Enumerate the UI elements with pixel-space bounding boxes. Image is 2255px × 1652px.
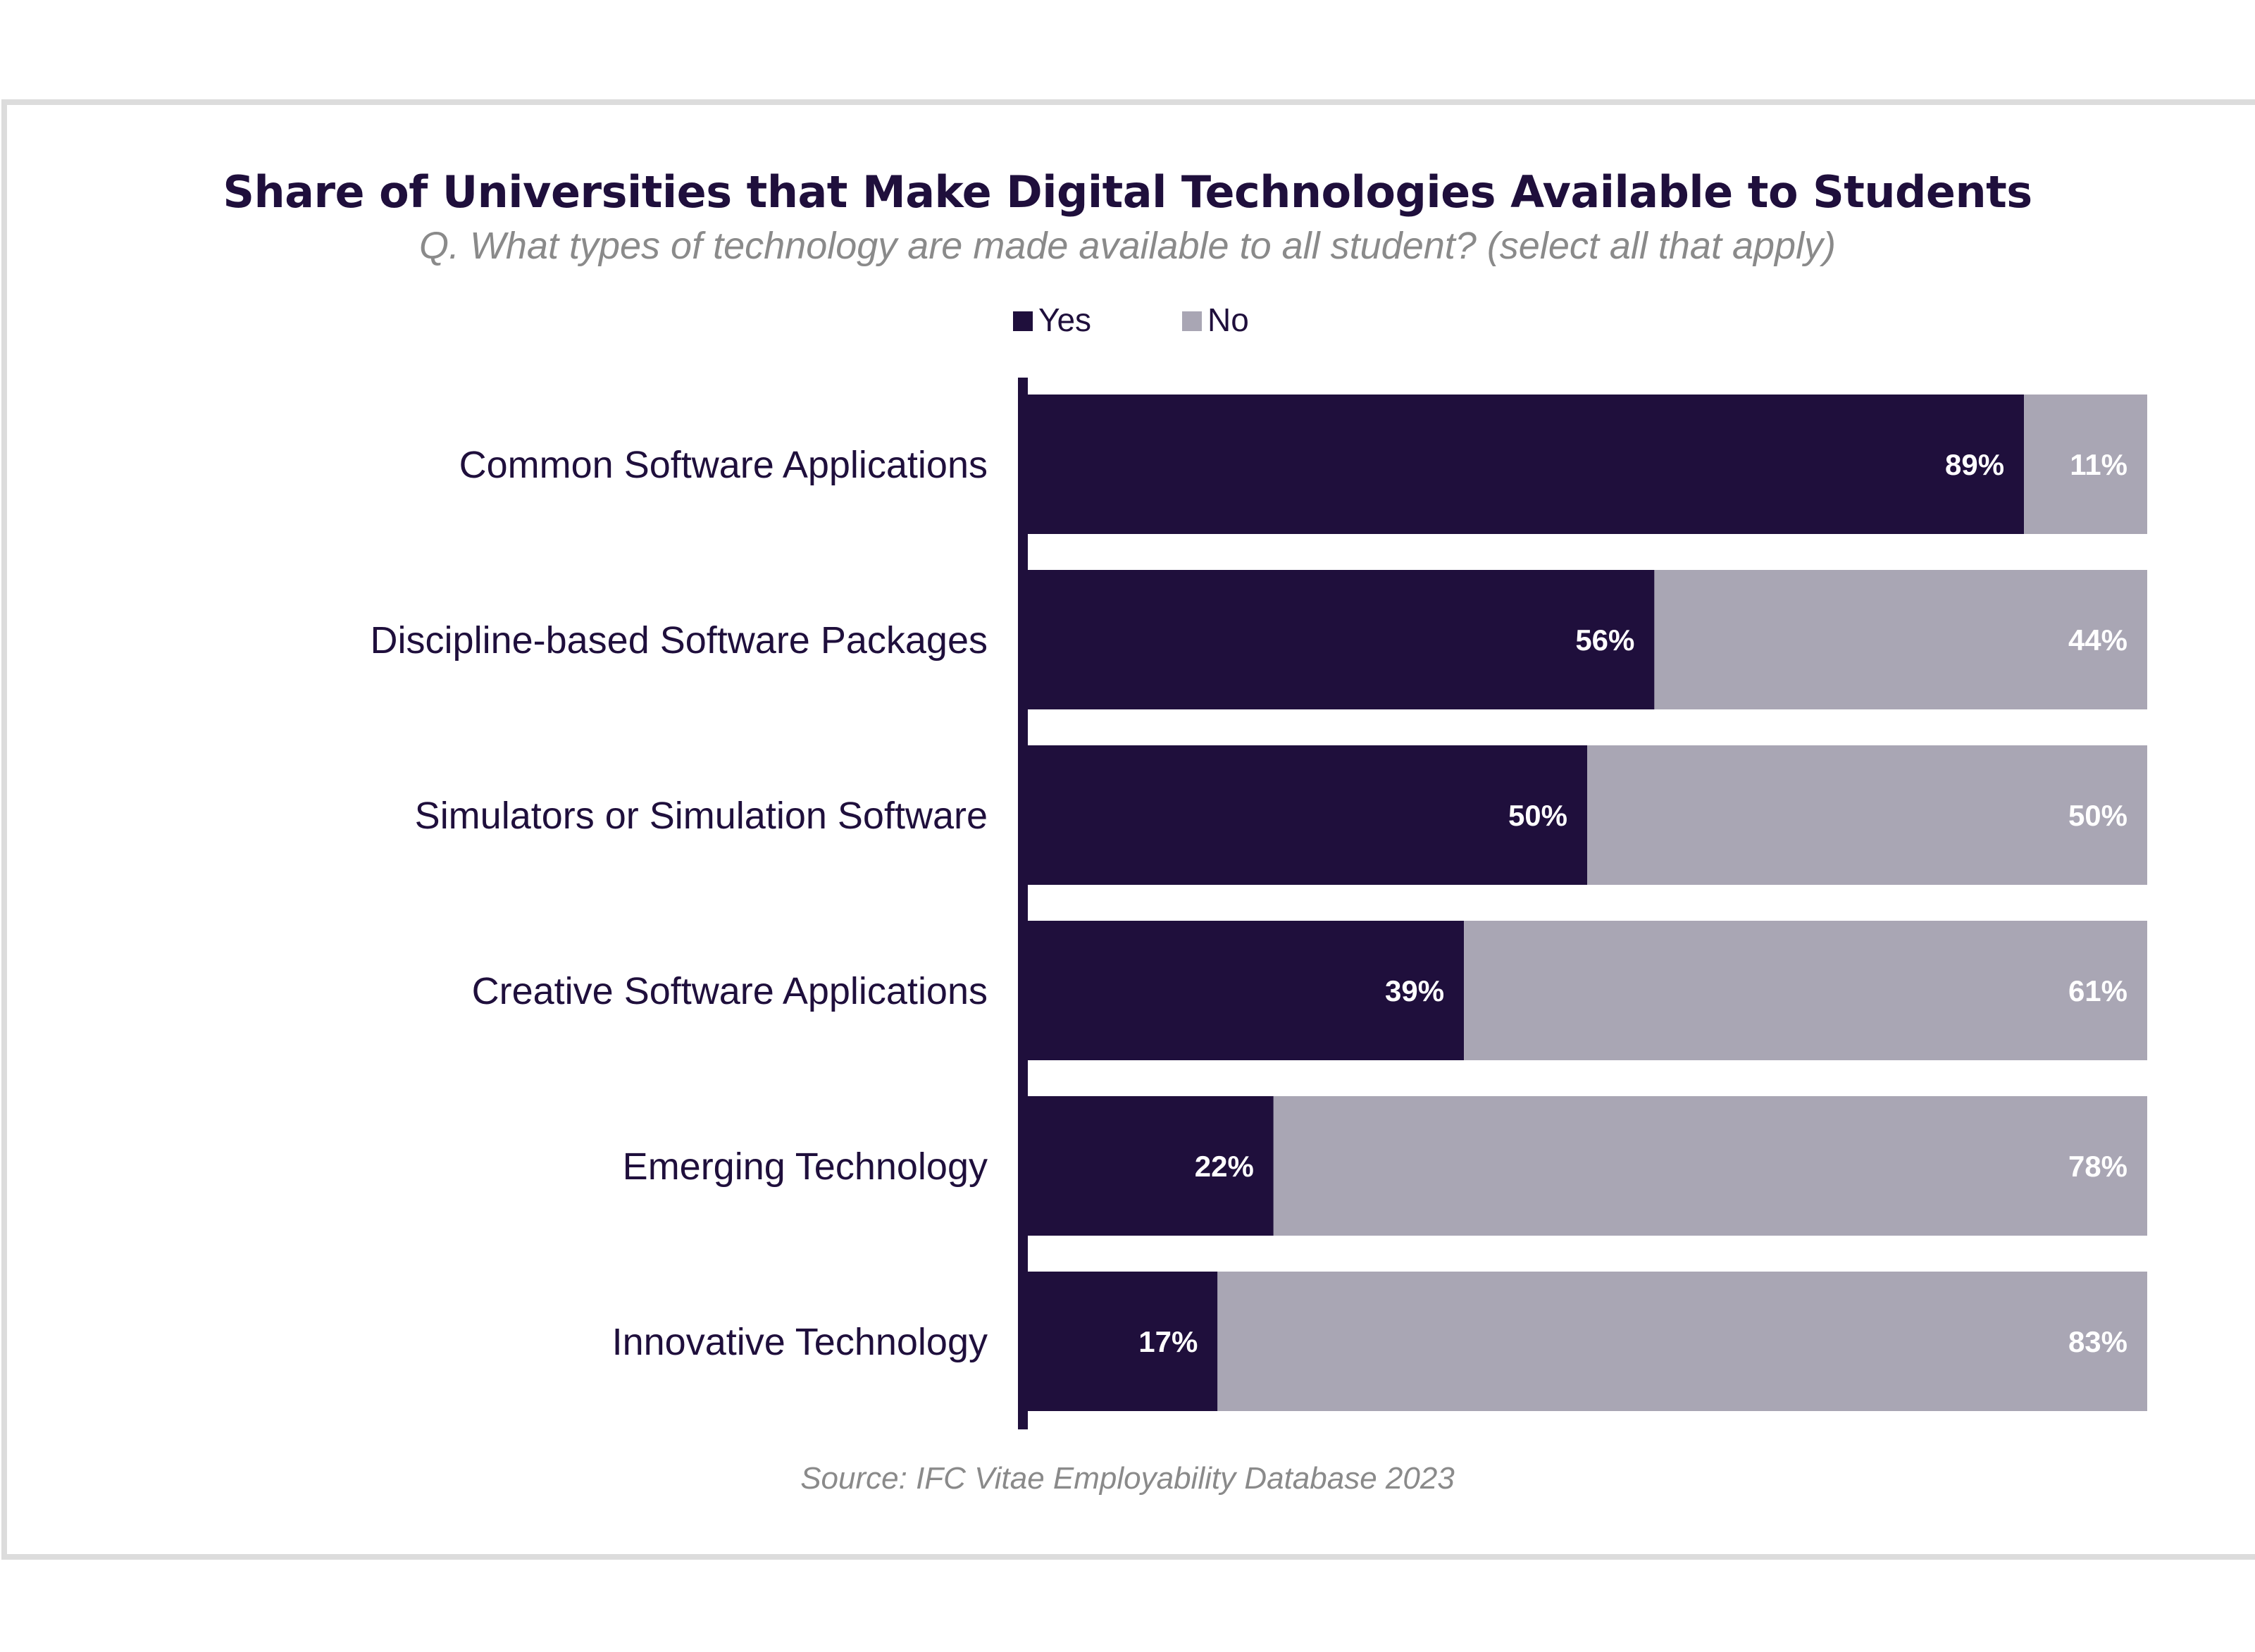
data-label-yes: 39% bbox=[1385, 974, 1444, 1007]
category-label: Emerging Technology bbox=[623, 1145, 988, 1188]
bar-no bbox=[1273, 1096, 2147, 1236]
category-label: Simulators or Simulation Software bbox=[415, 795, 988, 837]
bar-no bbox=[2024, 395, 2147, 534]
legend-label-no: No bbox=[1207, 302, 1249, 338]
data-label-yes: 56% bbox=[1575, 623, 1634, 657]
data-label-yes: 22% bbox=[1195, 1150, 1254, 1183]
data-label-no: 50% bbox=[2068, 799, 2127, 832]
bar-no bbox=[1217, 1272, 2147, 1411]
bar-yes bbox=[1027, 745, 1587, 885]
bar-no bbox=[1464, 921, 2147, 1060]
legend-swatch-yes bbox=[1013, 311, 1033, 331]
chart-subtitle: Q. What types of technology are made ava… bbox=[418, 225, 1837, 267]
bar-yes bbox=[1027, 395, 2025, 534]
bar-no bbox=[1587, 745, 2147, 885]
data-label-no: 44% bbox=[2068, 623, 2127, 657]
data-label-no: 83% bbox=[2068, 1325, 2127, 1358]
data-label-no: 11% bbox=[2070, 448, 2127, 481]
data-label-no: 61% bbox=[2068, 974, 2127, 1007]
chart-title: Share of Universities that Make Digital … bbox=[223, 166, 2032, 218]
category-label: Discipline-based Software Packages bbox=[371, 619, 988, 662]
bar-yes bbox=[1027, 570, 1655, 709]
category-label: Creative Software Applications bbox=[472, 970, 988, 1012]
bar-yes bbox=[1027, 1272, 1218, 1411]
data-label-yes: 17% bbox=[1138, 1325, 1198, 1358]
chart-source: Source: IFC Vitae Employability Database… bbox=[800, 1461, 1455, 1496]
legend-label-yes: Yes bbox=[1038, 302, 1091, 338]
data-label-yes: 50% bbox=[1508, 799, 1567, 832]
bar-yes bbox=[1027, 921, 1465, 1060]
category-label: Common Software Applications bbox=[459, 444, 988, 486]
bar-no bbox=[1654, 570, 2147, 709]
data-label-no: 78% bbox=[2068, 1150, 2127, 1183]
category-label: Innovative Technology bbox=[612, 1321, 988, 1363]
legend-swatch-no bbox=[1182, 311, 1202, 331]
bar-yes bbox=[1027, 1096, 1274, 1236]
data-label-yes: 89% bbox=[1945, 448, 2004, 481]
